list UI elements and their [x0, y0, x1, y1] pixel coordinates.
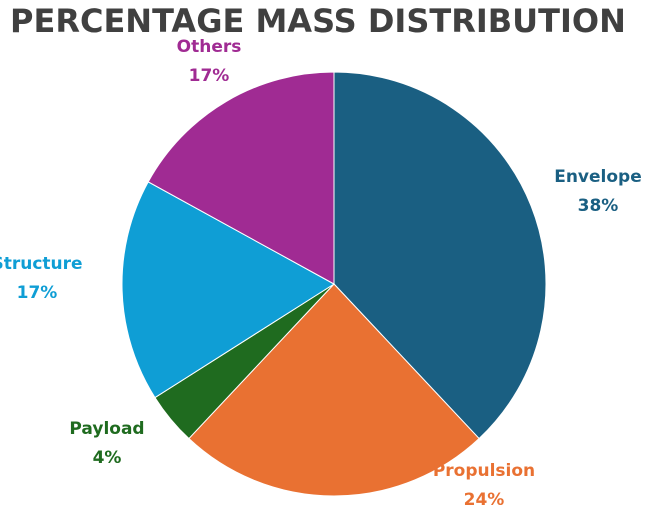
slice-value-propulsion: 24%: [464, 490, 505, 510]
slice-label-propulsion: Propulsion: [433, 461, 535, 481]
slice-propulsion: [188, 283, 480, 497]
slice-value-others: 17%: [189, 66, 230, 86]
slice-label-payload: Payload: [69, 419, 144, 439]
pie-labels: Envelope 38% Propulsion 24% Payload 4% Structu…: [0, 37, 642, 510]
slice-value-payload: 4%: [93, 448, 122, 468]
chart-title: PERCENTAGE MASS DISTRIBUTION: [10, 2, 626, 40]
slice-envelope: [333, 71, 547, 440]
slice-label-structure: Structure: [0, 254, 83, 274]
pie-slices: [121, 71, 547, 497]
slice-others: [147, 71, 335, 285]
slice-value-structure: 17%: [17, 283, 58, 303]
slice-label-others: Others: [177, 37, 242, 57]
slice-value-envelope: 38%: [578, 196, 619, 216]
slice-label-envelope: Envelope: [554, 167, 642, 187]
slice-structure: [121, 181, 335, 399]
